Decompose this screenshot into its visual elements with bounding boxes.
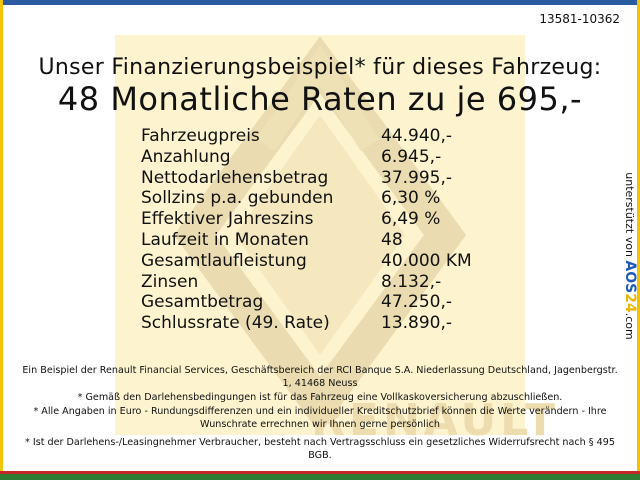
financing-row: Effektiver Jahreszins 6,49 % bbox=[141, 209, 511, 230]
footnote-lender: Ein Beispiel der Renault Financial Servi… bbox=[22, 365, 618, 389]
supported-by-prefix: unterstützt von bbox=[623, 172, 636, 257]
financing-label: Sollzins p.a. gebunden bbox=[141, 188, 334, 209]
financing-label: Effektiver Jahreszins bbox=[141, 209, 314, 230]
financing-row: Zinsen 8.132,- bbox=[141, 272, 511, 293]
headline-rate: 48 Monatliche Raten zu je 695,- bbox=[57, 80, 583, 118]
financing-label: Nettodarlehensbetrag bbox=[141, 167, 329, 188]
frame-right-border bbox=[637, 0, 640, 480]
headline-intro: Unser Finanzierungsbeispiel* für dieses … bbox=[38, 55, 602, 80]
financing-value: 13.890,- bbox=[381, 313, 453, 334]
financing-label: Fahrzeugpreis bbox=[141, 126, 260, 146]
financing-label: Gesamtlaufleistung bbox=[141, 250, 307, 271]
supported-by-text: unterstützt von AOS24.com bbox=[622, 171, 638, 341]
financing-table: Fahrzeugpreis 44.940,- Anzahlung 6.945,-… bbox=[141, 126, 511, 334]
footnote-withdrawal: * Ist der Darlehens-/Leasingnehmer Verbr… bbox=[25, 437, 615, 461]
frame-bottom-border bbox=[0, 474, 640, 480]
supported-by-sidebar: unterstützt von AOS24.com bbox=[600, 172, 638, 348]
financing-value: 44.940,- bbox=[381, 126, 453, 146]
financing-row: Anzahlung 6.945,- bbox=[141, 147, 511, 168]
frame-top-border bbox=[0, 0, 640, 5]
financing-value: 6.945,- bbox=[381, 146, 442, 167]
financing-row: Gesamtlaufleistung 40.000 KM bbox=[141, 251, 511, 272]
aos24-logo-24: 24 bbox=[622, 293, 638, 313]
financing-label: Anzahlung bbox=[141, 146, 231, 167]
aos24-logo-s: S bbox=[622, 283, 638, 294]
footnote-insurance: * Gemäß den Darlehensbedingungen ist für… bbox=[77, 392, 563, 403]
financing-label: Zinsen bbox=[141, 271, 199, 292]
financing-label: Schlussrate (49. Rate) bbox=[141, 313, 330, 334]
financing-row: Schlussrate (49. Rate) 13.890,- bbox=[141, 313, 511, 334]
financing-value: 40.000 KM bbox=[381, 250, 472, 271]
footnote-values: * Alle Angaben in Euro - Rundungsdiffere… bbox=[33, 406, 607, 430]
financing-row: Fahrzeugpreis 44.940,- bbox=[141, 126, 511, 147]
frame-bottom-red-border bbox=[0, 471, 640, 474]
renault-wordmark: RENAULT bbox=[311, 395, 559, 446]
frame-left-border bbox=[0, 0, 3, 480]
financing-value: 47.250,- bbox=[381, 292, 453, 313]
aos24-logo-o: O bbox=[622, 271, 638, 284]
financing-label: Laufzeit in Monaten bbox=[141, 229, 309, 250]
aos24-logo-suffix: .com bbox=[623, 312, 636, 340]
financing-value: 48 bbox=[381, 229, 403, 250]
financing-value: 6,49 % bbox=[381, 209, 441, 230]
financing-row: Nettodarlehensbetrag 37.995,- bbox=[141, 168, 511, 189]
renault-watermark: RENAULT bbox=[115, 35, 555, 446]
reference-number: 13581-10362 bbox=[539, 12, 620, 26]
financing-row: Laufzeit in Monaten 48 bbox=[141, 230, 511, 251]
financing-label: Gesamtbetrag bbox=[141, 292, 264, 313]
renault-diamond-icon bbox=[173, 36, 467, 434]
financing-value: 6,30 % bbox=[381, 188, 441, 209]
financing-value: 8.132,- bbox=[381, 271, 442, 292]
aos24-logo-a: A bbox=[622, 260, 638, 272]
financing-row: Sollzins p.a. gebunden 6,30 % bbox=[141, 188, 511, 209]
financing-row: Gesamtbetrag 47.250,- bbox=[141, 292, 511, 313]
financing-value: 37.995,- bbox=[381, 167, 453, 188]
